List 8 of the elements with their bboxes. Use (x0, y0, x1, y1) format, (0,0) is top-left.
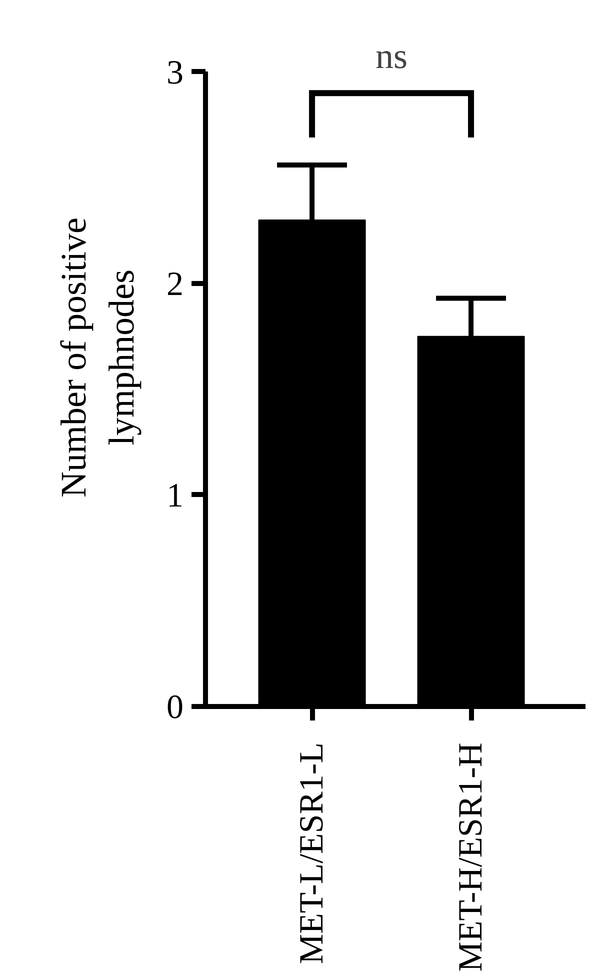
x-tick-label: MET-H/ESR1-H (452, 742, 490, 972)
y-axis-title: Number of positive lymphnodes (54, 218, 142, 498)
y-tick-label: 2 (166, 266, 184, 303)
y-tick-label: 0 (166, 689, 184, 726)
x-tick-label: MET-L/ESR1-L (294, 742, 331, 964)
y-tick-label: 1 (166, 477, 184, 514)
annotation: ns (376, 36, 408, 76)
y-tick-label: 3 (166, 54, 184, 92)
